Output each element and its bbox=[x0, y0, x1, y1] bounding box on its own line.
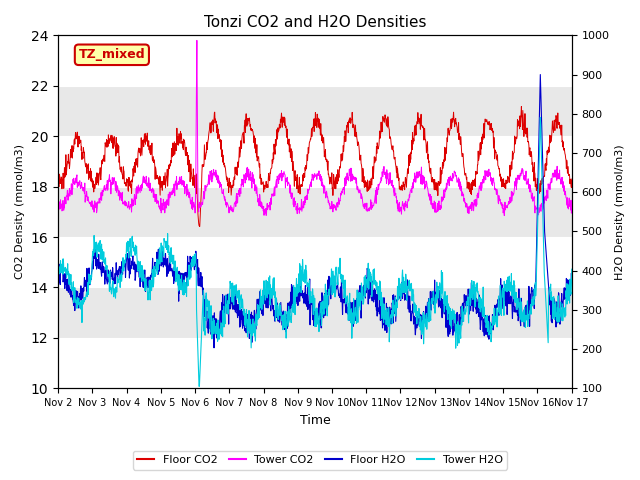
Text: TZ_mixed: TZ_mixed bbox=[79, 48, 145, 61]
Bar bbox=[58, 237, 572, 288]
Y-axis label: H2O Density (mmol/m3): H2O Density (mmol/m3) bbox=[615, 144, 625, 280]
Bar bbox=[58, 36, 572, 86]
Legend: Floor CO2, Tower CO2, Floor H2O, Tower H2O: Floor CO2, Tower CO2, Floor H2O, Tower H… bbox=[133, 451, 507, 469]
Title: Tonzi CO2 and H2O Densities: Tonzi CO2 and H2O Densities bbox=[204, 15, 426, 30]
X-axis label: Time: Time bbox=[300, 414, 330, 427]
Y-axis label: CO2 Density (mmol/m3): CO2 Density (mmol/m3) bbox=[15, 144, 25, 279]
Bar bbox=[58, 136, 572, 187]
Bar bbox=[58, 338, 572, 388]
